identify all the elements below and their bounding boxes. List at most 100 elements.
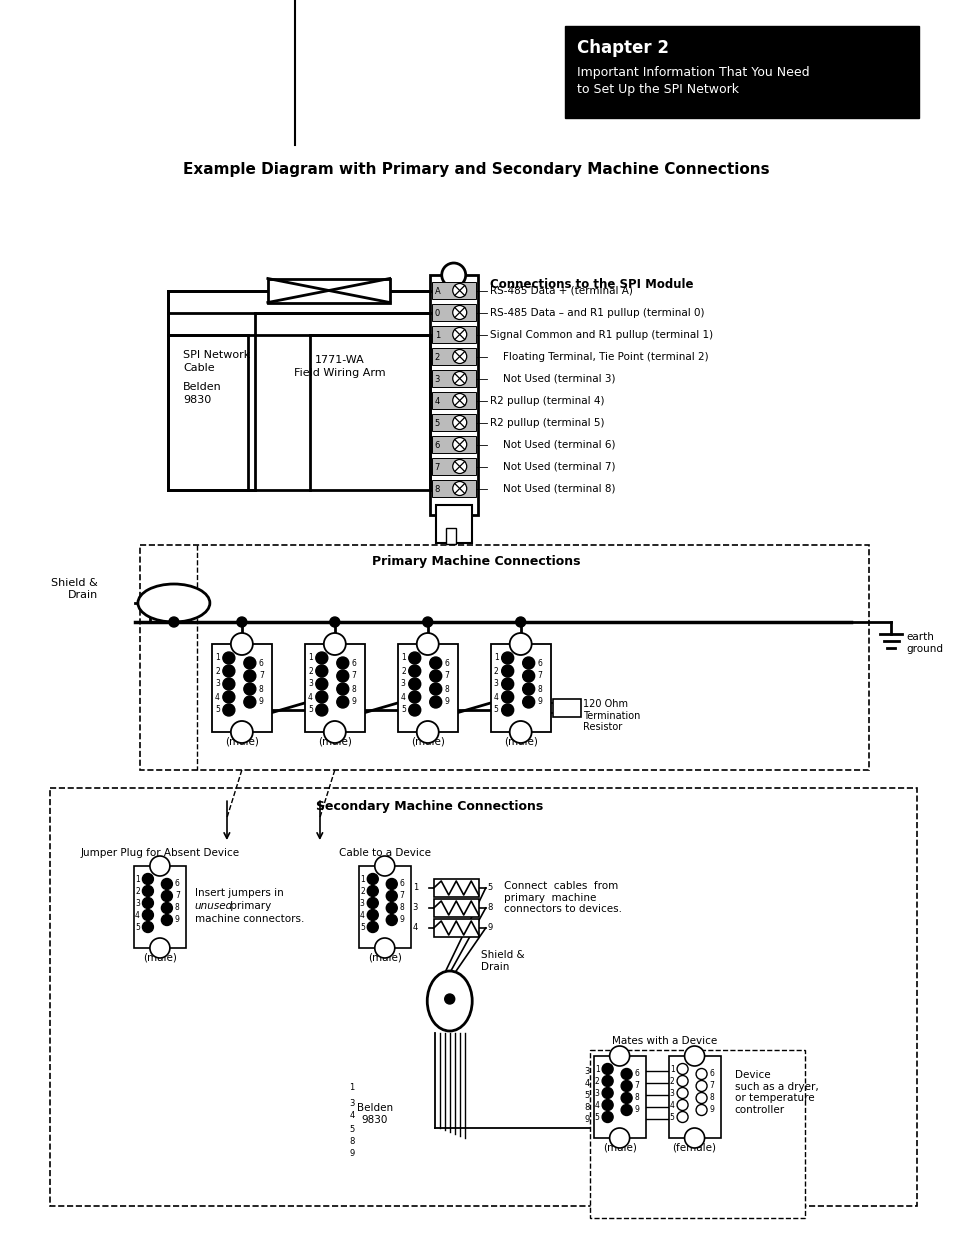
Circle shape (408, 652, 420, 664)
Text: Primary Machine Connections: Primary Machine Connections (372, 555, 580, 568)
Bar (436, 505, 471, 543)
Text: 7: 7 (634, 1082, 639, 1091)
Text: 7: 7 (435, 462, 439, 472)
Circle shape (161, 914, 172, 925)
Circle shape (367, 873, 378, 884)
Text: 2: 2 (308, 667, 313, 676)
Circle shape (429, 657, 441, 669)
Circle shape (336, 671, 349, 682)
Circle shape (169, 618, 179, 627)
Bar (50, 788, 917, 1207)
Circle shape (315, 692, 328, 703)
Text: Cable: Cable (183, 363, 214, 373)
Text: 3: 3 (435, 374, 439, 384)
Circle shape (501, 652, 513, 664)
Circle shape (453, 415, 466, 430)
Text: 4: 4 (359, 910, 364, 920)
Circle shape (416, 634, 438, 655)
Text: 6: 6 (537, 658, 542, 667)
Circle shape (408, 704, 420, 716)
Bar (432, 304, 476, 321)
Text: 1: 1 (413, 883, 417, 893)
Text: 9: 9 (349, 1150, 355, 1158)
Text: 8: 8 (444, 684, 449, 694)
Circle shape (408, 664, 420, 677)
Circle shape (684, 1046, 704, 1066)
Text: primary: primary (227, 902, 271, 911)
Text: unused: unused (194, 902, 233, 911)
Text: 4: 4 (584, 1078, 589, 1088)
Circle shape (677, 1088, 687, 1098)
Bar (593, 1056, 645, 1137)
Text: (male): (male) (411, 737, 444, 747)
Text: 4: 4 (669, 1100, 674, 1109)
Text: 9830: 9830 (183, 395, 211, 405)
Text: 7: 7 (399, 892, 404, 900)
Circle shape (453, 305, 466, 320)
Text: 5: 5 (594, 1113, 599, 1121)
Circle shape (142, 873, 153, 884)
Circle shape (444, 994, 455, 1004)
Circle shape (453, 394, 466, 408)
Circle shape (244, 671, 255, 682)
Bar (434, 919, 478, 937)
Text: R2 pullup (terminal 5): R2 pullup (terminal 5) (489, 417, 603, 427)
Circle shape (330, 618, 339, 627)
Text: 3: 3 (135, 899, 140, 908)
Circle shape (150, 939, 170, 958)
Text: 1771-WA: 1771-WA (314, 354, 364, 366)
Text: Signal Common and R1 pullup (terminal 1): Signal Common and R1 pullup (terminal 1) (489, 330, 712, 340)
Circle shape (453, 459, 466, 473)
Circle shape (601, 1063, 613, 1074)
Text: 2: 2 (214, 667, 219, 676)
Text: SPI Network: SPI Network (183, 350, 250, 359)
Text: 3: 3 (359, 899, 364, 908)
Circle shape (367, 909, 378, 920)
Circle shape (453, 350, 466, 363)
Text: Field Wiring Arm: Field Wiring Arm (294, 368, 385, 378)
Circle shape (522, 697, 534, 708)
Text: 8: 8 (349, 1137, 355, 1146)
Bar (268, 279, 390, 303)
Text: 2: 2 (400, 667, 405, 676)
Text: 9: 9 (487, 924, 493, 932)
Bar (305, 643, 364, 732)
Circle shape (386, 914, 396, 925)
Text: 6: 6 (709, 1070, 714, 1078)
Circle shape (367, 898, 378, 909)
Circle shape (601, 1112, 613, 1123)
Circle shape (315, 664, 328, 677)
Text: Example Diagram with Primary and Secondary Machine Connections: Example Diagram with Primary and Seconda… (183, 162, 769, 177)
Text: 4: 4 (214, 693, 219, 701)
Bar (589, 1050, 803, 1218)
Circle shape (223, 678, 234, 690)
Text: 1: 1 (359, 874, 364, 883)
Circle shape (453, 437, 466, 452)
Text: to Set Up the SPI Network: to Set Up the SPI Network (576, 83, 738, 96)
Text: 6: 6 (174, 879, 179, 888)
Text: Connect  cables  from
primary  machine
connectors to devices.: Connect cables from primary machine conn… (503, 881, 621, 914)
Text: 3: 3 (413, 904, 417, 913)
Text: 9: 9 (174, 915, 179, 925)
Circle shape (501, 704, 513, 716)
Text: 8: 8 (435, 484, 439, 494)
Circle shape (142, 885, 153, 897)
Text: 8: 8 (537, 684, 542, 694)
Text: 9: 9 (444, 698, 449, 706)
Circle shape (620, 1081, 632, 1092)
Circle shape (601, 1076, 613, 1087)
Text: Important Information That You Need: Important Information That You Need (576, 65, 808, 79)
Text: (male): (male) (602, 1142, 636, 1152)
Text: 8: 8 (399, 904, 404, 913)
Circle shape (408, 692, 420, 703)
Text: RS-485 Data – and R1 pullup (terminal 0): RS-485 Data – and R1 pullup (terminal 0) (489, 308, 703, 317)
Text: 4: 4 (435, 396, 439, 405)
Circle shape (696, 1104, 706, 1115)
Bar (432, 414, 476, 431)
Text: 5: 5 (400, 705, 405, 715)
Text: (male): (male) (368, 953, 401, 963)
Circle shape (244, 683, 255, 695)
Circle shape (696, 1081, 706, 1092)
Circle shape (223, 704, 234, 716)
Circle shape (696, 1068, 706, 1079)
